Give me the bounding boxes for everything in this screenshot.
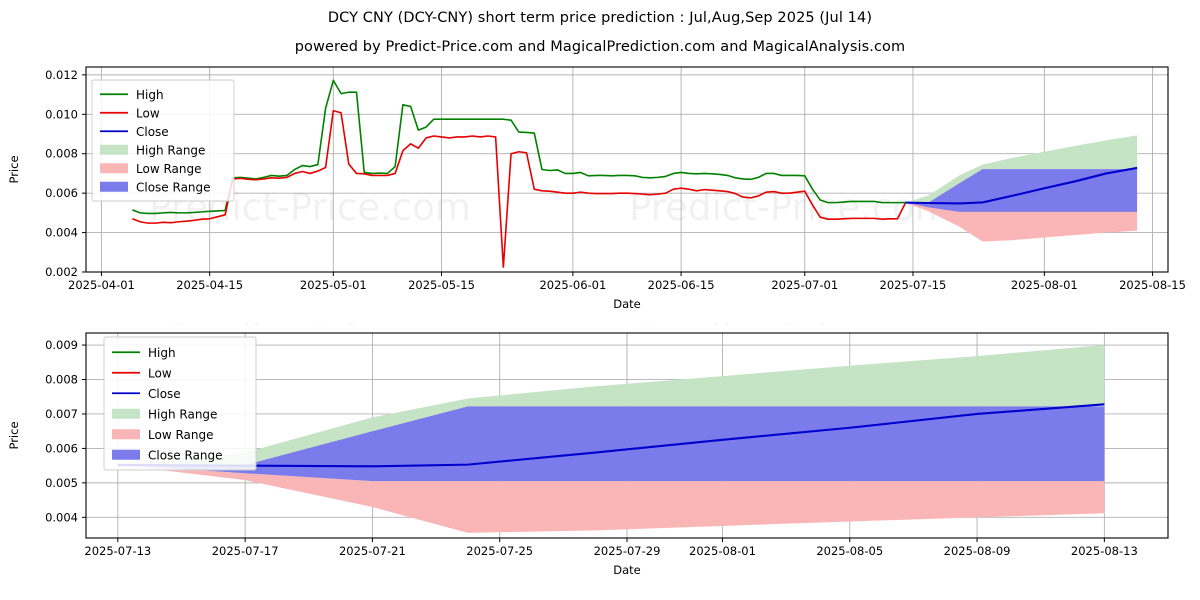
title-block: DCY CNY (DCY-CNY) short term price predi… xyxy=(0,0,1200,55)
legend-item: Close Range xyxy=(100,180,211,194)
low-range-band xyxy=(117,464,1105,533)
legend-patch-swatch xyxy=(100,144,128,155)
y-tick-label: 0.008 xyxy=(45,373,78,387)
y-tick-label: 0.002 xyxy=(45,265,78,279)
legend-patch-swatch xyxy=(112,449,140,460)
x-tick-label: 2025-06-15 xyxy=(648,278,715,292)
chart-legend: High Low Close High Range Low Range Close Ran… xyxy=(91,79,235,202)
x-tick-label: 2025-05-01 xyxy=(300,278,367,292)
series-line-low xyxy=(132,109,906,268)
x-tick-label: 2025-06-01 xyxy=(539,278,606,292)
x-tick-label: 2025-07-25 xyxy=(466,544,533,558)
legend-item: Close Range xyxy=(112,448,223,462)
x-tick-label: 2025-07-29 xyxy=(594,544,661,558)
legend-item: High Range xyxy=(100,143,205,157)
x-axis-title: Date xyxy=(613,563,641,577)
bottom-chart-panel: Predict-Price.comPredict-Price.com0.0040… xyxy=(0,325,1200,600)
legend-patch-swatch xyxy=(112,429,140,440)
legend-item: Close xyxy=(100,125,169,139)
series-line-close xyxy=(117,403,1105,468)
plot-data xyxy=(132,79,1138,268)
y-tick-label: 0.012 xyxy=(45,68,78,82)
series-line-high xyxy=(132,79,906,215)
legend-item-label: High xyxy=(136,88,164,102)
axes: 0.002 0.004 0.006 0.008 0.010 0.012 2025-04-01… xyxy=(7,66,1186,311)
x-tick-label: 2025-04-01 xyxy=(68,278,135,292)
y-tick-label: 0.004 xyxy=(45,510,78,524)
y-axis-title: Price xyxy=(7,155,21,183)
page-subtitle: powered by Predict-Price.com and Magical… xyxy=(294,39,906,55)
chart-legend: High Low Close High Range Low Range Close Ran… xyxy=(103,336,257,471)
top-chart-panel: Predict-Price.comPredict-Price.comPredic… xyxy=(0,60,1200,325)
high-range-band xyxy=(905,135,1138,203)
x-tick-label: 2025-04-15 xyxy=(176,278,243,292)
series-line-close xyxy=(905,166,1138,205)
legend-patch-swatch xyxy=(100,181,128,192)
legend-item: High xyxy=(112,346,176,360)
legend-item-label: Close Range xyxy=(136,180,211,194)
x-axis-title: Date xyxy=(613,297,641,311)
x-tick-label: 2025-05-15 xyxy=(408,278,475,292)
legend-item: High xyxy=(100,88,164,102)
legend-item-label: High Range xyxy=(148,407,217,421)
legend-item-label: Low xyxy=(136,106,160,120)
plot-data xyxy=(117,345,1105,533)
high-range-band xyxy=(117,345,1105,465)
y-tick-label: 0.005 xyxy=(45,476,78,490)
y-tick-label: 0.006 xyxy=(45,441,78,455)
watermark-text: Predict-Price.com xyxy=(169,318,491,325)
x-tick-label: 2025-07-21 xyxy=(339,544,406,558)
y-tick-label: 0.009 xyxy=(45,338,78,352)
y-tick-label: 0.008 xyxy=(45,147,78,161)
historical-and-forecast-chart: Predict-Price.comPredict-Price.comPredic… xyxy=(7,66,1186,325)
legend-item: Low Range xyxy=(112,428,213,442)
legend-item: High Range xyxy=(112,407,217,421)
legend-item-label: High xyxy=(148,346,176,360)
y-tick-label: 0.006 xyxy=(45,186,78,200)
watermark-text: Predict-Price.com xyxy=(639,318,961,325)
legend-item-label: High Range xyxy=(136,143,205,157)
x-tick-label: 2025-07-15 xyxy=(880,278,947,292)
y-tick-label: 0.010 xyxy=(45,107,78,121)
legend-item-label: Close Range xyxy=(148,448,223,462)
y-tick-label: 0.007 xyxy=(45,407,78,421)
axes: 0.004 0.005 0.006 0.007 0.008 0.009 2025-07-13… xyxy=(7,332,1169,577)
legend-background xyxy=(103,336,257,471)
legend-item-label: Low Range xyxy=(136,162,201,176)
x-tick-label: 2025-07-17 xyxy=(212,544,279,558)
legend-item-label: Low Range xyxy=(148,428,213,442)
page-title: DCY CNY (DCY-CNY) short term price predi… xyxy=(327,10,873,26)
legend-patch-swatch xyxy=(112,408,140,419)
x-tick-label: 2025-08-15 xyxy=(1119,278,1186,292)
legend-item: Low Range xyxy=(100,162,201,176)
legend-item: Low xyxy=(112,366,172,380)
x-tick-label: 2025-08-01 xyxy=(1011,278,1078,292)
x-tick-label: 2025-08-13 xyxy=(1071,544,1138,558)
low-range-band xyxy=(905,202,1138,242)
legend-item: Close xyxy=(112,387,181,401)
y-axis-title: Price xyxy=(7,421,21,449)
legend-patch-swatch xyxy=(100,163,128,174)
x-tick-label: 2025-08-01 xyxy=(689,544,756,558)
x-tick-label: 2025-07-13 xyxy=(84,544,151,558)
y-tick-label: 0.004 xyxy=(45,226,78,240)
close-range-band xyxy=(117,406,1105,482)
legend-item-label: Close xyxy=(136,125,169,139)
legend-item: Low xyxy=(100,106,160,120)
legend-item-label: Close xyxy=(148,387,181,401)
x-tick-label: 2025-08-05 xyxy=(816,544,883,558)
x-tick-label: 2025-08-09 xyxy=(944,544,1011,558)
x-tick-label: 2025-07-01 xyxy=(771,278,838,292)
legend-item-label: Low xyxy=(148,366,172,380)
forecast-detail-chart: Predict-Price.comPredict-Price.com0.0040… xyxy=(7,332,1169,577)
